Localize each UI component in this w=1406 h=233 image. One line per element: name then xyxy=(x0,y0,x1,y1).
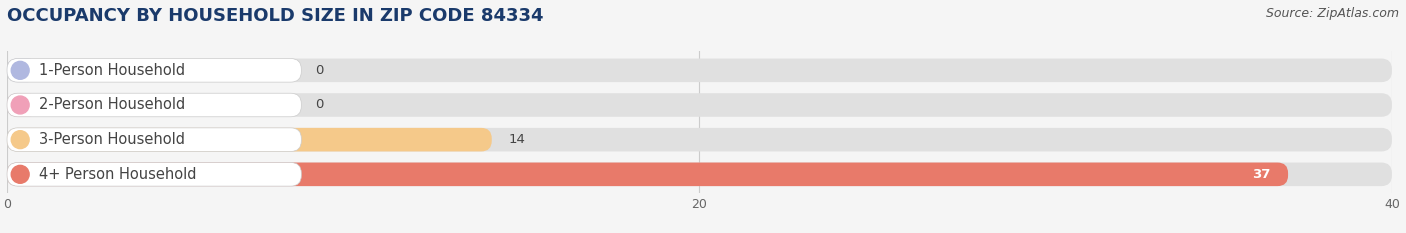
FancyBboxPatch shape xyxy=(7,128,492,151)
FancyBboxPatch shape xyxy=(7,163,1392,186)
FancyBboxPatch shape xyxy=(7,163,301,186)
Text: 37: 37 xyxy=(1253,168,1271,181)
FancyBboxPatch shape xyxy=(7,128,1392,151)
FancyBboxPatch shape xyxy=(7,58,38,82)
FancyBboxPatch shape xyxy=(7,163,1288,186)
Text: 2-Person Household: 2-Person Household xyxy=(39,97,186,113)
FancyBboxPatch shape xyxy=(7,58,301,82)
Text: OCCUPANCY BY HOUSEHOLD SIZE IN ZIP CODE 84334: OCCUPANCY BY HOUSEHOLD SIZE IN ZIP CODE … xyxy=(7,7,544,25)
Text: 0: 0 xyxy=(315,64,323,77)
FancyBboxPatch shape xyxy=(7,93,38,117)
Text: Source: ZipAtlas.com: Source: ZipAtlas.com xyxy=(1265,7,1399,20)
FancyBboxPatch shape xyxy=(7,93,301,117)
Text: 1-Person Household: 1-Person Household xyxy=(39,63,186,78)
FancyBboxPatch shape xyxy=(7,58,1392,82)
Circle shape xyxy=(11,96,30,114)
Text: 4+ Person Household: 4+ Person Household xyxy=(39,167,197,182)
Text: 3-Person Household: 3-Person Household xyxy=(39,132,186,147)
Circle shape xyxy=(11,131,30,149)
FancyBboxPatch shape xyxy=(7,128,301,151)
Text: 14: 14 xyxy=(509,133,526,146)
Circle shape xyxy=(11,61,30,79)
FancyBboxPatch shape xyxy=(7,93,1392,117)
Text: 0: 0 xyxy=(315,99,323,112)
Circle shape xyxy=(11,165,30,183)
